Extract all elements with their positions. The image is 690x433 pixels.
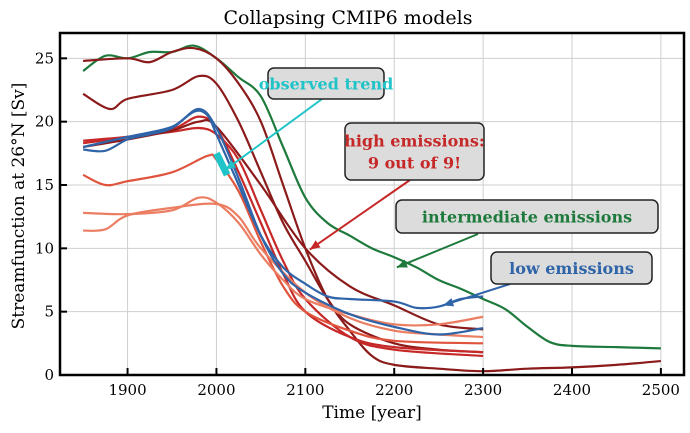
plot-frame	[58, 31, 686, 377]
y-tick-label: 10	[35, 239, 54, 257]
y-tick-label: 0	[44, 366, 54, 384]
series-line-low-2	[82, 107, 484, 336]
annotation-label: observed trend	[259, 75, 394, 94]
arrowhead-icon	[443, 298, 455, 307]
x-tick-label: 2400	[553, 381, 591, 399]
series-line-high-8	[83, 202, 484, 339]
x-tick-label: 2000	[197, 381, 235, 399]
annotations: observed trend high emissions: 9 out of 9!…	[224, 67, 659, 307]
annotation-box	[267, 67, 385, 100]
x-tick-label: 2500	[642, 381, 680, 399]
chart-title: Collapsing CMIP6 models	[224, 7, 473, 29]
y-tick-label: 25	[35, 49, 54, 67]
x-tick-label: 2300	[464, 381, 502, 399]
observed-trend-line	[213, 151, 231, 177]
annotation-label: 9 out of 9!	[368, 154, 461, 173]
annotation-arrow	[442, 283, 511, 307]
x-tick-label: 2100	[286, 381, 324, 399]
annotation-label: low emissions	[509, 259, 634, 278]
annotation-box	[490, 251, 653, 285]
y-tick-label: 20	[35, 113, 54, 131]
annotation-arrow	[224, 98, 323, 171]
arrowhead-icon	[396, 259, 408, 268]
annotation-arrow	[396, 233, 479, 269]
series-line-high-6	[82, 153, 484, 345]
annotation-box	[344, 122, 485, 181]
annotation-arrow	[309, 179, 411, 251]
y-tick-label: 5	[44, 303, 54, 321]
series-lines	[82, 44, 661, 373]
x-tick-label: 2200	[375, 381, 413, 399]
arrowhead-icon	[225, 160, 237, 170]
annotation-label: high emissions:	[344, 132, 485, 151]
arrowhead-icon	[309, 240, 321, 250]
y-axis-label: Streamfunction at 26°N [Sv]	[9, 83, 29, 330]
x-axis-label: Time [year]	[322, 403, 422, 423]
annotation-box	[395, 199, 659, 234]
series-line-high-5	[82, 118, 484, 331]
x-tick-label: 1900	[108, 381, 146, 399]
series-line-high-1	[83, 46, 661, 373]
axes: 1900 2000 2100 2200 2300 2400 2500 0 5 10 15 20 25	[35, 31, 686, 399]
y-tick-label: 15	[35, 176, 54, 194]
annotation-label: intermediate emissions	[422, 208, 632, 227]
series-line-high-7	[83, 196, 484, 327]
